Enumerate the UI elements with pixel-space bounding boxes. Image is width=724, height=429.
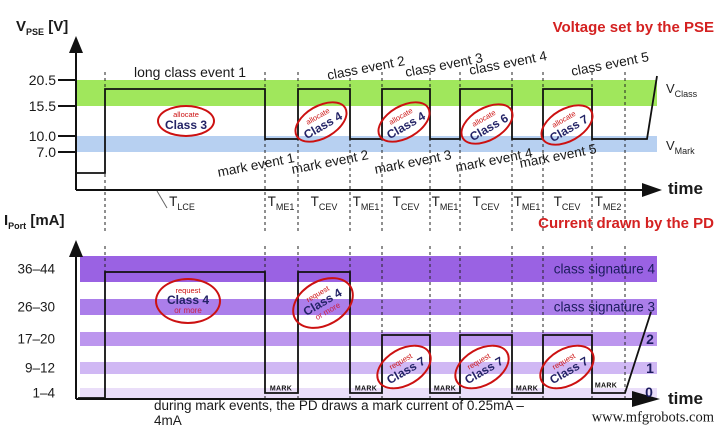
y-tick-26-30: 26–30	[17, 299, 55, 315]
top-axis-label: VPSE [V]	[16, 18, 69, 37]
class-signature-4-label: class signature 4	[553, 261, 655, 277]
t-me1-label: TME1	[352, 194, 380, 212]
mark-segment-label: MARK	[354, 385, 378, 393]
t-cev-label: TCEV	[392, 194, 420, 212]
v-mark-label: VMark	[666, 138, 695, 156]
pse-voltage-waveform	[77, 75, 658, 174]
v-class-label: VClass	[666, 81, 698, 99]
mark-segment-label: MARK	[594, 382, 618, 390]
t-me1-label: TME1	[431, 194, 459, 212]
t-lce-pointer-line	[156, 190, 168, 209]
class-signature-3-label: class signature 3	[553, 299, 655, 315]
y-tick-36-44: 36–44	[17, 261, 55, 277]
mark-segment-label: MARK	[433, 385, 457, 393]
top-time-label: time	[668, 179, 703, 198]
bottom-axis-label: IPort [mA]	[4, 212, 65, 231]
current-band-class-sig-3	[80, 299, 657, 315]
top-chart-title: Voltage set by the PSE	[552, 19, 714, 36]
mark-segment-label: MARK	[269, 385, 293, 393]
t-cev-label: TCEV	[310, 194, 338, 212]
t-cev-label: TCEV	[553, 194, 581, 212]
top-axes	[58, 50, 644, 191]
class-signature-2-label: 2	[646, 331, 654, 347]
t-me2-label: TME2	[594, 194, 622, 212]
y-tick-20-5: 20.5	[28, 72, 56, 88]
top-x-axis-arrow	[642, 183, 662, 197]
bottom-time-label: time	[668, 389, 703, 408]
v-class-band	[77, 80, 657, 106]
bottom-chart-title: Current drawn by the PD	[538, 215, 714, 232]
y-tick-9-12: 9–12	[24, 360, 55, 376]
y-tick-15-5: 15.5	[28, 98, 56, 114]
pd-current-waveform	[78, 271, 652, 399]
request-class-4-ellipse: request Class 4 or more	[155, 278, 221, 324]
y-tick-7-0: 7.0	[36, 144, 56, 160]
mark-segment-label: MARK	[515, 385, 539, 393]
t-lce-label: TLCE	[169, 194, 195, 212]
class-signature-1-label: 1	[646, 360, 654, 376]
t-cev-label: TCEV	[472, 194, 500, 212]
caption: during mark events, the PD draws a mark …	[154, 398, 524, 428]
class-signature-0-label: 0	[645, 384, 653, 400]
bottom-y-axis-arrow	[69, 240, 83, 257]
y-tick-1-4: 1–4	[32, 385, 55, 401]
y-tick-17-20: 17–20	[17, 331, 55, 347]
bottom-axes	[75, 254, 634, 400]
allocate-class-3-ellipse: allocate Class 3	[157, 105, 215, 137]
class-event-1-label: long class event 1	[133, 64, 247, 80]
top-y-axis-arrow	[69, 36, 83, 53]
watermark: www.mfgrobots.com	[591, 409, 714, 426]
t-me1-label: TME1	[513, 194, 541, 212]
bottom-x-axis-arrow	[632, 391, 660, 407]
t-me1-label: TME1	[267, 194, 295, 212]
y-tick-10-0: 10.0	[28, 128, 56, 144]
current-band-class-sig-4	[80, 256, 657, 282]
